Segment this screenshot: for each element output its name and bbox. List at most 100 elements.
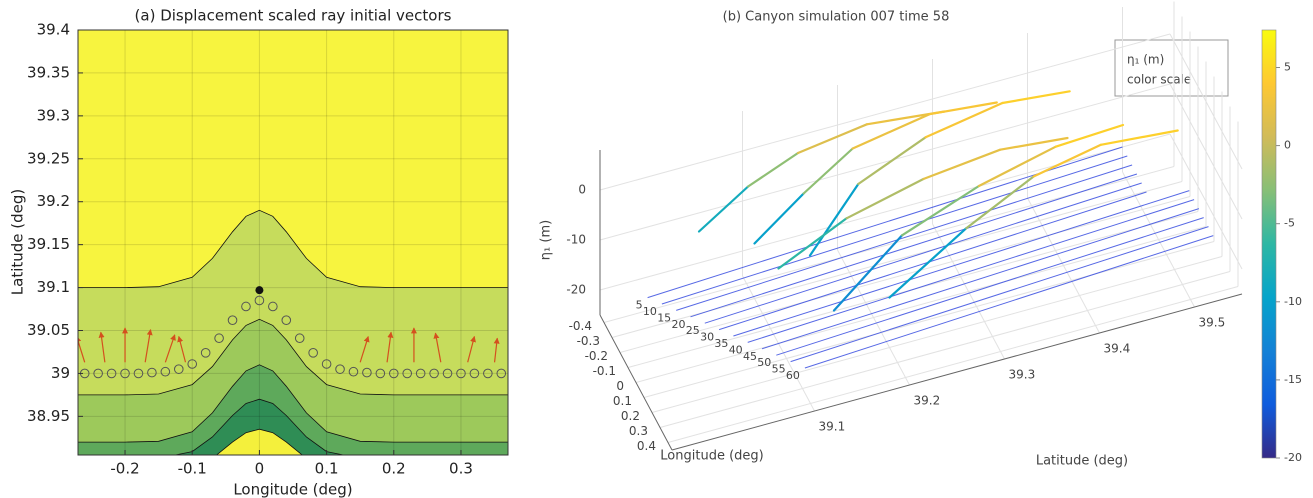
ray-origin	[187, 359, 198, 369]
ray-label: 15	[657, 311, 671, 324]
ray-origin	[227, 315, 238, 326]
ray	[733, 190, 1190, 337]
track-segment	[888, 227, 968, 299]
track-segment	[928, 101, 998, 116]
ray-origin	[442, 368, 453, 379]
y-tick-label: 39.3	[1009, 368, 1036, 382]
ray-label: 5	[636, 299, 643, 312]
ray-origin	[321, 359, 332, 369]
layer	[215, 428, 303, 455]
track-segment	[857, 136, 927, 186]
track-segment	[753, 192, 805, 245]
track-segment	[999, 136, 1069, 151]
panel-a: (a) Displacement scaled ray initial vect…	[9, 7, 509, 498]
ray-origin	[214, 333, 224, 344]
colorbar-tick-label: 5	[1284, 60, 1291, 73]
x-tick-label: -0.1	[593, 364, 616, 378]
ray-origin	[469, 368, 480, 379]
x-tick-label: 0.2	[382, 460, 406, 478]
ray-origin	[308, 348, 318, 358]
ray-origin	[402, 368, 413, 379]
ray-label: 35	[714, 337, 728, 350]
ray-origin	[348, 366, 359, 377]
x-tick-label: -0.3	[577, 334, 600, 348]
y-axis-label: Latitude (deg)	[9, 189, 27, 295]
y-tick-label: 39.5	[1199, 316, 1226, 330]
vector-arrow	[144, 329, 153, 363]
ray-origin	[496, 368, 507, 379]
ray-label: 50	[757, 356, 771, 369]
y-tick-label: 39.35	[27, 63, 70, 81]
grid-line	[651, 256, 1223, 413]
track-segment	[845, 177, 925, 220]
layer	[78, 364, 508, 455]
source-point	[255, 286, 264, 295]
colorbar	[1261, 29, 1277, 459]
ray-label: 30	[700, 331, 714, 344]
y-axis-label: Latitude (deg)	[1036, 454, 1128, 469]
x-tick-label: 0.2	[621, 409, 640, 423]
grid-line	[599, 33, 1171, 191]
ray-origin	[362, 367, 372, 378]
ray-origin	[133, 368, 144, 379]
track-segment	[965, 175, 1035, 230]
y-tick-label: 39.4	[37, 21, 70, 39]
z-tick-label: -20	[566, 283, 586, 297]
z-axis-label: η₁ (m)	[539, 220, 554, 260]
x-tick-label: 0	[255, 460, 265, 478]
ray-origin	[200, 348, 211, 358]
ray-label: 60	[786, 369, 800, 382]
ray-origin	[375, 368, 386, 379]
track-segment	[900, 184, 981, 237]
chart-title: (a) Displacement scaled ray initial vect…	[135, 7, 452, 25]
track-segment	[1054, 123, 1125, 148]
ray-label: 10	[643, 305, 657, 318]
y-tick-label: 39.2	[37, 192, 70, 210]
chart-title: (b) Canyon simulation 007 time 58	[723, 10, 950, 25]
ray-origin	[456, 368, 466, 379]
ray	[676, 164, 1133, 311]
grid-line	[599, 133, 1171, 291]
ray-origin	[120, 368, 130, 379]
grid-line	[1169, 133, 1243, 270]
vector-arrow	[177, 335, 187, 363]
y-tick-label: 39	[51, 364, 70, 382]
vector-arrow	[164, 334, 176, 363]
ray-origin	[160, 366, 171, 377]
ray-origin	[106, 368, 117, 379]
ray	[661, 155, 1128, 305]
x-tick-label: -0.1	[178, 460, 207, 478]
vector-arrow	[78, 335, 86, 363]
ray-origin	[294, 333, 305, 344]
grid-line	[837, 249, 910, 386]
ray-label: 20	[672, 318, 686, 331]
ray	[804, 235, 1214, 369]
ray	[704, 182, 1142, 324]
ray-origin	[173, 364, 184, 374]
track-segment	[802, 147, 854, 195]
ray-origin	[335, 364, 345, 374]
y-tick-label: 39.05	[27, 321, 70, 339]
layer	[78, 318, 508, 455]
colorbar-tick-label: 0	[1284, 139, 1291, 152]
y-tick-label: 39.3	[37, 106, 70, 124]
track-segment	[851, 113, 931, 150]
x-tick-label: 0.1	[613, 394, 632, 408]
y-axis-line	[671, 293, 1243, 451]
colorbar-tick-label: -10	[1284, 295, 1302, 308]
grid-line	[1169, 83, 1243, 220]
x-tick-label: 0.1	[315, 460, 339, 478]
legend-text: color scale	[1127, 73, 1191, 87]
track-segment	[977, 145, 1057, 188]
ray-label: 45	[743, 350, 757, 363]
x-tick-label: 0.3	[449, 460, 473, 478]
vector-arrow	[467, 335, 476, 363]
ray-origin	[415, 368, 426, 379]
x-tick-label: 0.4	[637, 439, 656, 453]
vector-arrow	[433, 332, 442, 363]
y-tick-label: 39.4	[1104, 342, 1131, 356]
vector-arrow	[386, 331, 394, 363]
track-segment	[1032, 143, 1103, 178]
